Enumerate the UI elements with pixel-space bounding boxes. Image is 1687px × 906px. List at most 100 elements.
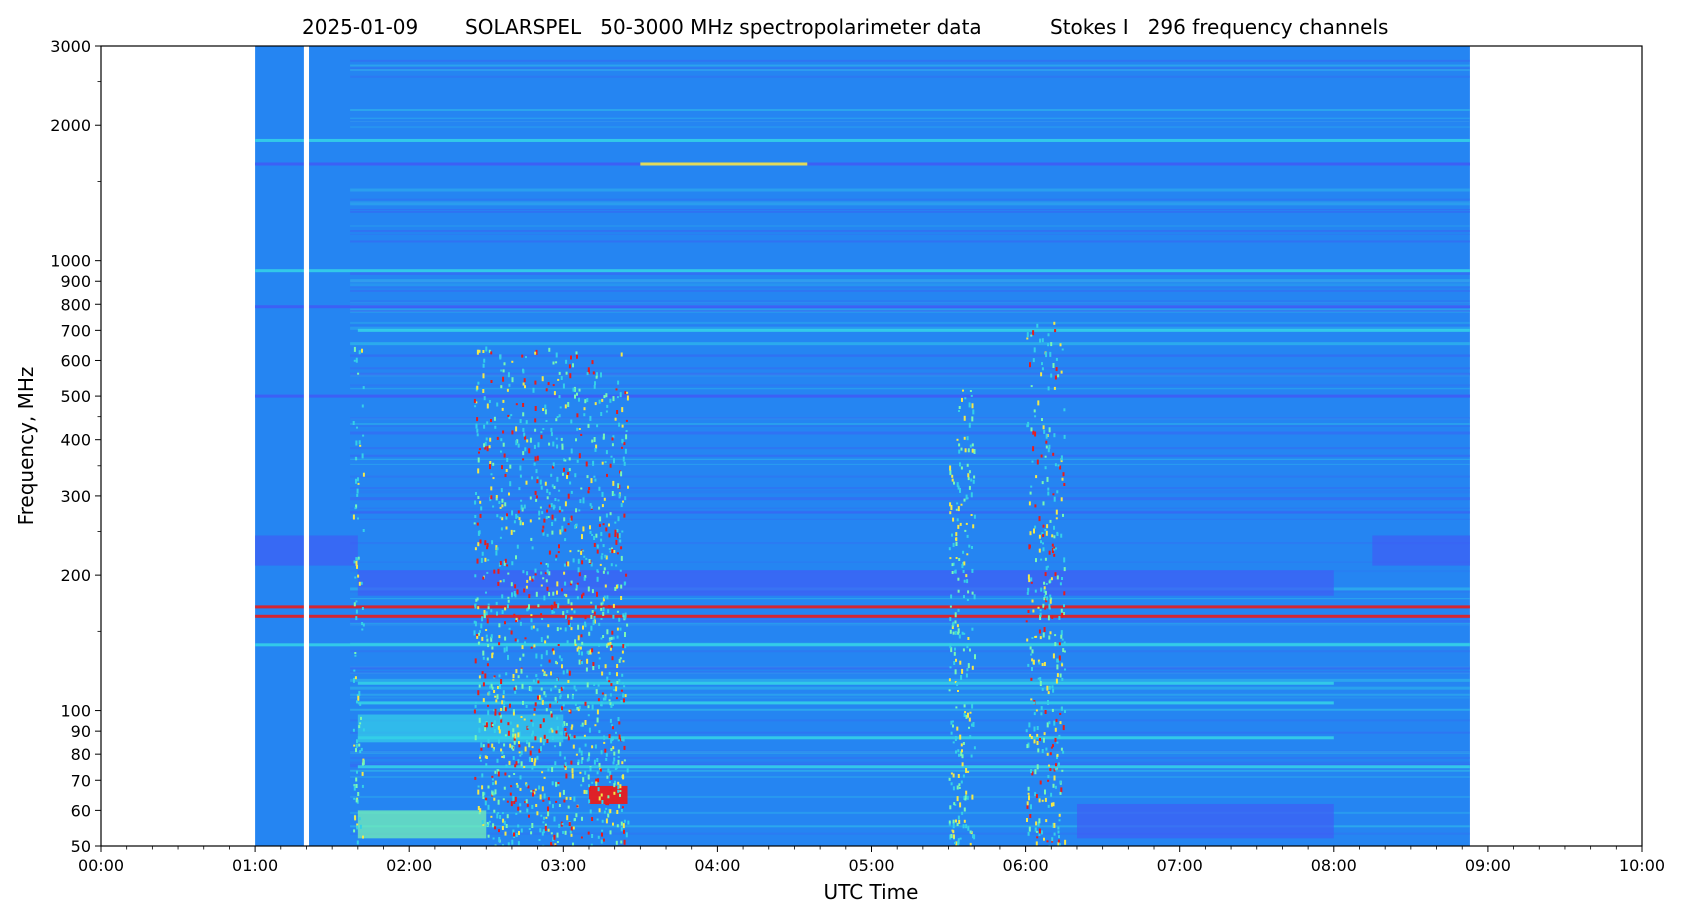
burst-speckle	[600, 412, 603, 416]
burst-speckle	[1025, 620, 1028, 623]
burst-speckle	[544, 572, 547, 575]
burst-speckle	[494, 844, 497, 846]
channel-stripe	[350, 286, 1470, 289]
burst-speckle	[559, 792, 562, 798]
channel-stripe	[350, 64, 1470, 67]
burst-speckle	[555, 781, 558, 787]
burst-speckle	[537, 680, 540, 684]
burst-speckle	[531, 758, 534, 762]
burst-speckle	[564, 627, 567, 632]
burst-speckle	[564, 766, 567, 770]
burst-speckle	[966, 497, 969, 500]
burst-speckle	[487, 785, 490, 789]
burst-speckle	[1056, 531, 1059, 535]
channel-stripe	[350, 825, 1470, 828]
burst-speckle	[593, 437, 596, 442]
burst-speckle	[557, 644, 560, 646]
burst-speckle	[1042, 524, 1045, 528]
burst-speckle	[522, 451, 525, 456]
burst-speckle	[514, 733, 517, 739]
burst-speckle	[525, 480, 528, 485]
burst-speckle	[1027, 587, 1030, 592]
burst-speckle	[562, 611, 565, 616]
burst-speckle	[571, 724, 574, 728]
channel-stripe	[350, 126, 1470, 129]
burst-speckle	[618, 484, 621, 489]
band	[1076, 803, 1334, 839]
burst-speckle	[619, 539, 622, 543]
burst-speckle	[621, 530, 624, 533]
burst-speckle	[570, 490, 573, 494]
burst-speckle	[1043, 597, 1046, 601]
channel-stripe	[350, 756, 1470, 759]
burst-speckle	[361, 348, 363, 353]
burst-speckle	[565, 773, 568, 779]
burst-speckle	[474, 776, 477, 780]
burst-speckle	[493, 675, 496, 678]
burst-speckle	[1038, 548, 1041, 553]
burst-speckle	[1043, 581, 1046, 585]
burst-speckle	[605, 758, 608, 761]
burst-speckle	[355, 504, 358, 509]
burst-speckle	[952, 823, 955, 829]
burst-speckle	[519, 465, 522, 471]
burst-speckle	[516, 724, 519, 728]
burst-speckle	[544, 481, 547, 486]
burst-speckle	[953, 570, 956, 574]
burst-speckle	[490, 636, 493, 642]
burst-speckle	[510, 529, 513, 535]
burst-speckle	[963, 595, 965, 599]
burst-speckle	[565, 722, 568, 726]
burst-speckle	[966, 463, 969, 467]
burst-speckle	[540, 664, 543, 667]
burst-speckle	[519, 775, 522, 780]
burst-speckle	[623, 698, 625, 703]
burst-speckle	[512, 733, 515, 738]
burst-speckle	[543, 776, 546, 779]
burst-speckle	[568, 623, 571, 627]
burst-speckle	[580, 759, 583, 764]
burst-speckle	[596, 569, 599, 573]
burst-speckle	[950, 647, 953, 653]
burst-speckle	[595, 375, 598, 379]
burst-speckle	[956, 482, 959, 488]
burst-speckle	[605, 802, 608, 806]
burst-speckle	[478, 717, 481, 723]
burst-speckle	[569, 733, 572, 737]
burst-speckle	[622, 500, 624, 503]
burst-speckle	[585, 790, 588, 795]
burst-speckle	[506, 800, 509, 803]
burst-speckle	[608, 680, 611, 683]
burst-speckle	[516, 784, 519, 788]
burst-speckle	[517, 806, 520, 811]
burst-speckle	[580, 550, 583, 555]
channel-stripe	[350, 490, 1470, 494]
burst-speckle	[546, 488, 549, 493]
burst-speckle	[498, 501, 501, 504]
burst-speckle	[497, 568, 500, 574]
burst-speckle	[1062, 750, 1065, 754]
burst-speckle	[959, 487, 961, 493]
burst-speckle	[511, 745, 514, 750]
burst-speckle	[620, 471, 623, 477]
burst-speckle	[959, 462, 961, 467]
burst-speckle	[1032, 330, 1035, 336]
channel-stripe	[350, 230, 1470, 233]
burst-speckle	[485, 763, 488, 767]
burst-speckle	[513, 773, 516, 775]
burst-speckle	[559, 627, 562, 630]
burst-speckle	[474, 405, 477, 408]
burst-speckle	[553, 505, 556, 509]
burst-speckle	[500, 748, 503, 752]
burst-speckle	[531, 823, 534, 828]
burst-speckle	[1049, 594, 1052, 598]
burst-speckle	[551, 522, 554, 526]
burst-speckle	[600, 607, 603, 611]
burst-speckle	[602, 607, 605, 612]
burst-speckle	[531, 578, 534, 582]
burst-speckle	[515, 812, 518, 815]
burst-speckle	[626, 391, 629, 394]
burst-speckle	[567, 493, 570, 499]
burst-speckle	[511, 561, 514, 566]
x-tick-label: 03:00	[540, 856, 586, 875]
